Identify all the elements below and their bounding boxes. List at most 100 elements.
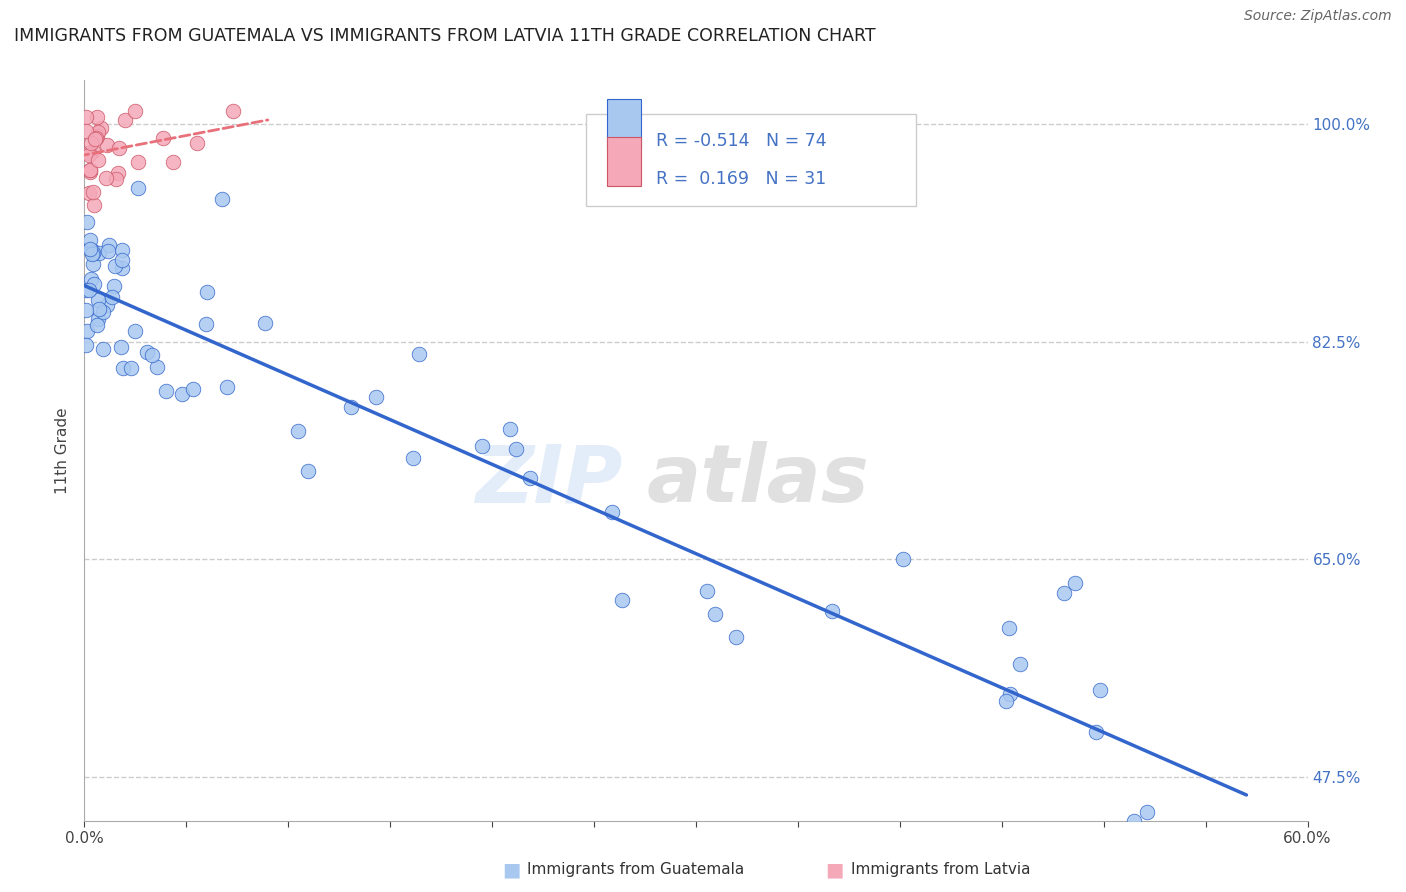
Text: Source: ZipAtlas.com: Source: ZipAtlas.com (1244, 9, 1392, 23)
Point (110, 340, 132, 354)
Point (366, 390, 388, 404)
Point (194, 317, 217, 331)
Point (253, 316, 276, 330)
Point (101, 290, 124, 304)
Point (704, 607, 727, 622)
Point (84, 132, 107, 146)
Point (79, 242, 101, 256)
Point (82, 257, 104, 271)
Point (104, 259, 127, 273)
Point (79, 136, 101, 150)
Text: R =  0.169   N = 31: R = 0.169 N = 31 (655, 169, 825, 187)
Point (610, 593, 633, 607)
Point (79, 163, 101, 178)
Point (86, 110, 108, 124)
Point (76, 215, 98, 229)
Point (111, 261, 134, 276)
Point (89, 246, 111, 260)
Point (1085, 725, 1108, 739)
Point (1010, 657, 1032, 671)
Text: R = -0.514   N = 74: R = -0.514 N = 74 (655, 132, 827, 150)
Point (725, 631, 748, 645)
Point (183, 382, 205, 396)
Text: atlas: atlas (647, 441, 870, 519)
Point (77, 146, 100, 161)
Point (80, 247, 103, 261)
Point (77, 148, 100, 162)
Point (83, 277, 105, 291)
Point (86, 129, 108, 144)
Point (339, 400, 361, 414)
Point (75, 124, 97, 138)
Bar (606, 99, 641, 148)
Point (111, 361, 134, 376)
Point (471, 439, 494, 453)
Point (127, 181, 149, 195)
Point (1053, 586, 1076, 600)
Point (127, 155, 149, 169)
Point (104, 172, 127, 186)
Point (124, 104, 146, 119)
Point (297, 464, 319, 478)
Point (155, 384, 177, 398)
Point (505, 442, 527, 456)
Point (162, 155, 184, 169)
Point (97, 244, 120, 258)
Point (79, 186, 101, 200)
Point (87, 312, 110, 326)
Point (107, 166, 129, 180)
Text: ZIP: ZIP (475, 441, 623, 519)
Point (136, 345, 159, 359)
Point (86, 318, 108, 333)
Point (1088, 682, 1111, 697)
Point (79, 233, 101, 247)
Point (80, 244, 103, 258)
Bar (606, 136, 641, 186)
Point (82, 244, 104, 258)
Point (89, 302, 111, 317)
Point (76, 324, 98, 338)
Point (195, 285, 218, 299)
Point (80, 272, 103, 286)
Point (75, 338, 97, 352)
Point (146, 359, 169, 374)
Point (172, 386, 194, 401)
Point (217, 380, 239, 394)
Point (96, 298, 118, 312)
Text: IMMIGRANTS FROM GUATEMALA VS IMMIGRANTS FROM LATVIA 11TH GRADE CORRELATION CHART: IMMIGRANTS FROM GUATEMALA VS IMMIGRANTS … (14, 27, 876, 45)
Point (1123, 814, 1146, 828)
Point (821, 604, 844, 618)
Point (111, 252, 134, 267)
Point (90, 121, 112, 136)
Text: ■: ■ (502, 860, 520, 880)
Text: Immigrants from Latvia: Immigrants from Latvia (851, 863, 1031, 877)
Point (141, 348, 163, 362)
Point (75, 283, 97, 297)
Point (77, 283, 100, 297)
Point (75, 111, 97, 125)
Point (82, 246, 104, 260)
Point (152, 131, 174, 145)
Point (994, 694, 1017, 708)
FancyBboxPatch shape (586, 113, 917, 206)
Point (82, 145, 104, 159)
Point (91, 304, 114, 318)
Point (84, 130, 107, 145)
Point (86, 124, 108, 138)
Point (408, 347, 430, 361)
Point (86, 153, 108, 168)
Point (120, 361, 142, 376)
Point (287, 424, 309, 438)
Point (402, 451, 425, 466)
Point (93, 342, 115, 356)
Point (79, 163, 101, 178)
Point (124, 324, 146, 338)
Point (75, 302, 97, 317)
Point (222, 104, 245, 119)
Text: Immigrants from Guatemala: Immigrants from Guatemala (527, 863, 745, 877)
Point (110, 243, 132, 257)
Point (94, 171, 117, 186)
Point (891, 551, 914, 566)
Point (96, 138, 118, 153)
Y-axis label: 11th Grade: 11th Grade (55, 407, 70, 494)
